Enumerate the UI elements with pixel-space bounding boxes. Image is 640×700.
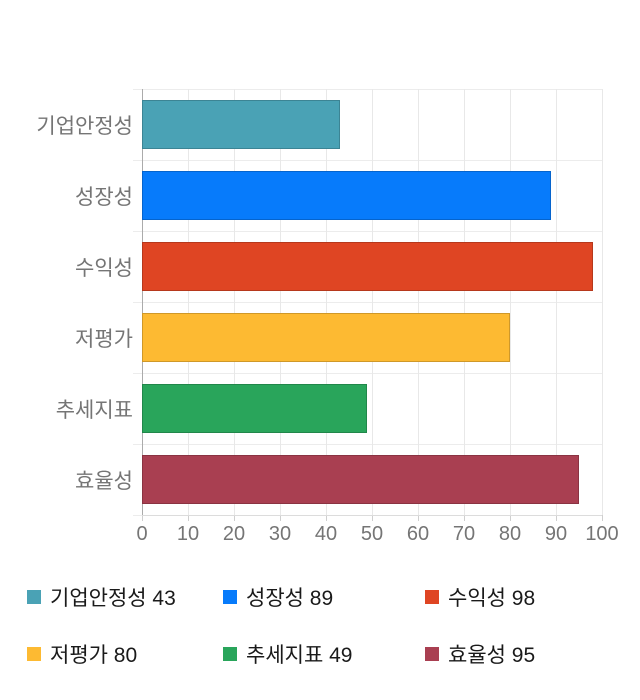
legend-color-swatch <box>27 590 41 604</box>
x-tick-label: 100 <box>585 523 619 545</box>
row-separator-line <box>133 89 602 90</box>
y-axis-category-label: 수익성 <box>75 256 133 280</box>
x-tick-label: 90 <box>544 523 568 545</box>
x-tick-mark <box>234 515 235 521</box>
bar[interactable] <box>142 171 552 220</box>
bar[interactable] <box>142 242 593 291</box>
y-axis-line <box>142 89 143 521</box>
x-tick-label: 40 <box>314 523 338 545</box>
x-tick-label: 10 <box>176 523 200 545</box>
gridline-x-80 <box>510 89 511 515</box>
y-axis-category-label: 추세지표 <box>55 398 133 422</box>
x-axis-line <box>142 515 602 516</box>
gridline-x-100 <box>602 89 603 515</box>
x-tick-label: 50 <box>360 523 384 545</box>
bar[interactable] <box>142 313 510 362</box>
x-tick-label: 80 <box>498 523 522 545</box>
x-tick-mark <box>602 515 603 521</box>
legend-color-swatch <box>425 647 439 661</box>
gridline-x-20 <box>234 89 235 515</box>
y-axis-category-label: 기업안정성 <box>36 114 133 138</box>
x-tick-label: 60 <box>406 523 430 545</box>
legend-label: 기업안정성 43 <box>50 587 176 610</box>
chart-legend: 기업안정성 43 성장성 89 수익성 98 저평가 80 추세지표 49 효율성 95 <box>27 582 627 669</box>
gridline-x-30 <box>280 89 281 515</box>
legend-item[interactable]: 추세지표 49 <box>223 639 425 669</box>
gridline-x-50 <box>372 89 373 515</box>
legend-color-swatch <box>425 590 439 604</box>
bar[interactable] <box>142 384 368 433</box>
gridline-x-70 <box>464 89 465 515</box>
y-axis-category-label: 저평가 <box>75 327 133 351</box>
legend-color-swatch <box>223 647 237 661</box>
y-axis-category-label: 성장성 <box>75 185 133 209</box>
x-tick-mark <box>418 515 419 521</box>
x-tick-mark <box>510 515 511 521</box>
x-tick-label: 30 <box>268 523 292 545</box>
x-tick-label: 20 <box>222 523 246 545</box>
legend-item[interactable]: 수익성 98 <box>425 582 627 612</box>
x-tick-mark <box>464 515 465 521</box>
row-separator-line <box>133 373 602 374</box>
gridline-x-60 <box>418 89 419 515</box>
gridline-x-90 <box>556 89 557 515</box>
legend-color-swatch <box>223 590 237 604</box>
row-separator-line <box>133 160 602 161</box>
x-tick-mark <box>280 515 281 521</box>
x-tick-mark <box>326 515 327 521</box>
row-separator-line <box>133 231 602 232</box>
legend-item[interactable]: 효율성 95 <box>425 639 627 669</box>
x-tick-mark <box>372 515 373 521</box>
legend-item[interactable]: 저평가 80 <box>27 639 223 669</box>
bar[interactable] <box>142 100 340 149</box>
legend-item[interactable]: 기업안정성 43 <box>27 582 223 612</box>
legend-label: 추세지표 49 <box>246 644 353 667</box>
gridline-x-10 <box>188 89 189 515</box>
x-tick-mark <box>188 515 189 521</box>
x-tick-label: 70 <box>452 523 476 545</box>
gridline-x-40 <box>326 89 327 515</box>
row-separator-line <box>133 444 602 445</box>
x-tick-mark <box>142 515 143 521</box>
y-axis-category-label: 효율성 <box>75 469 133 493</box>
legend-item[interactable]: 성장성 89 <box>223 582 425 612</box>
legend-label: 효율성 95 <box>448 644 536 667</box>
legend-label: 성장성 89 <box>246 587 334 610</box>
bar[interactable] <box>142 455 579 504</box>
row-separator-line <box>133 302 602 303</box>
legend-label: 수익성 98 <box>448 587 536 610</box>
legend-color-swatch <box>27 647 41 661</box>
x-tick-mark <box>556 515 557 521</box>
x-tick-label: 0 <box>136 523 148 545</box>
legend-label: 저평가 80 <box>50 644 138 667</box>
